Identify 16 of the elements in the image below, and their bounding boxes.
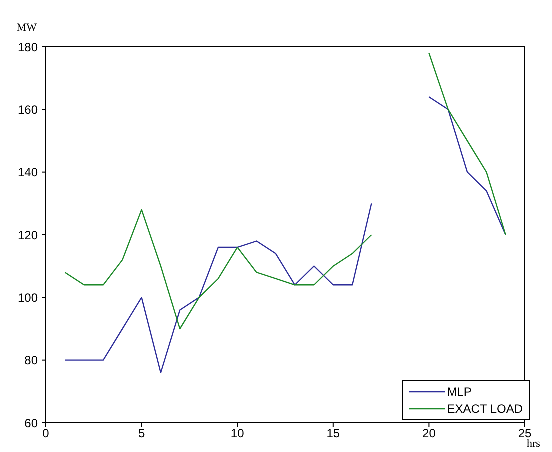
y-tick-label: 180 bbox=[18, 40, 38, 54]
y-tick-label: 60 bbox=[24, 416, 38, 430]
legend-label: MLP bbox=[447, 384, 472, 398]
y-tick-label: 80 bbox=[24, 354, 38, 368]
y-tick-label: 140 bbox=[18, 166, 38, 180]
legend-label: EXACT LOAD bbox=[447, 402, 523, 416]
y-tick-label: 120 bbox=[18, 228, 38, 242]
x-tick-label: 10 bbox=[230, 426, 245, 441]
x-tick-label: 5 bbox=[138, 426, 146, 441]
y-tick-label: 100 bbox=[18, 290, 38, 305]
x-tick-label: 0 bbox=[42, 426, 50, 441]
y-tick-label: 160 bbox=[18, 102, 38, 117]
x-tick-label: 15 bbox=[326, 426, 340, 441]
x-axis-title: hrs bbox=[527, 438, 540, 450]
y-axis-title: MW bbox=[16, 22, 38, 34]
x-tick-label: 20 bbox=[422, 426, 436, 441]
